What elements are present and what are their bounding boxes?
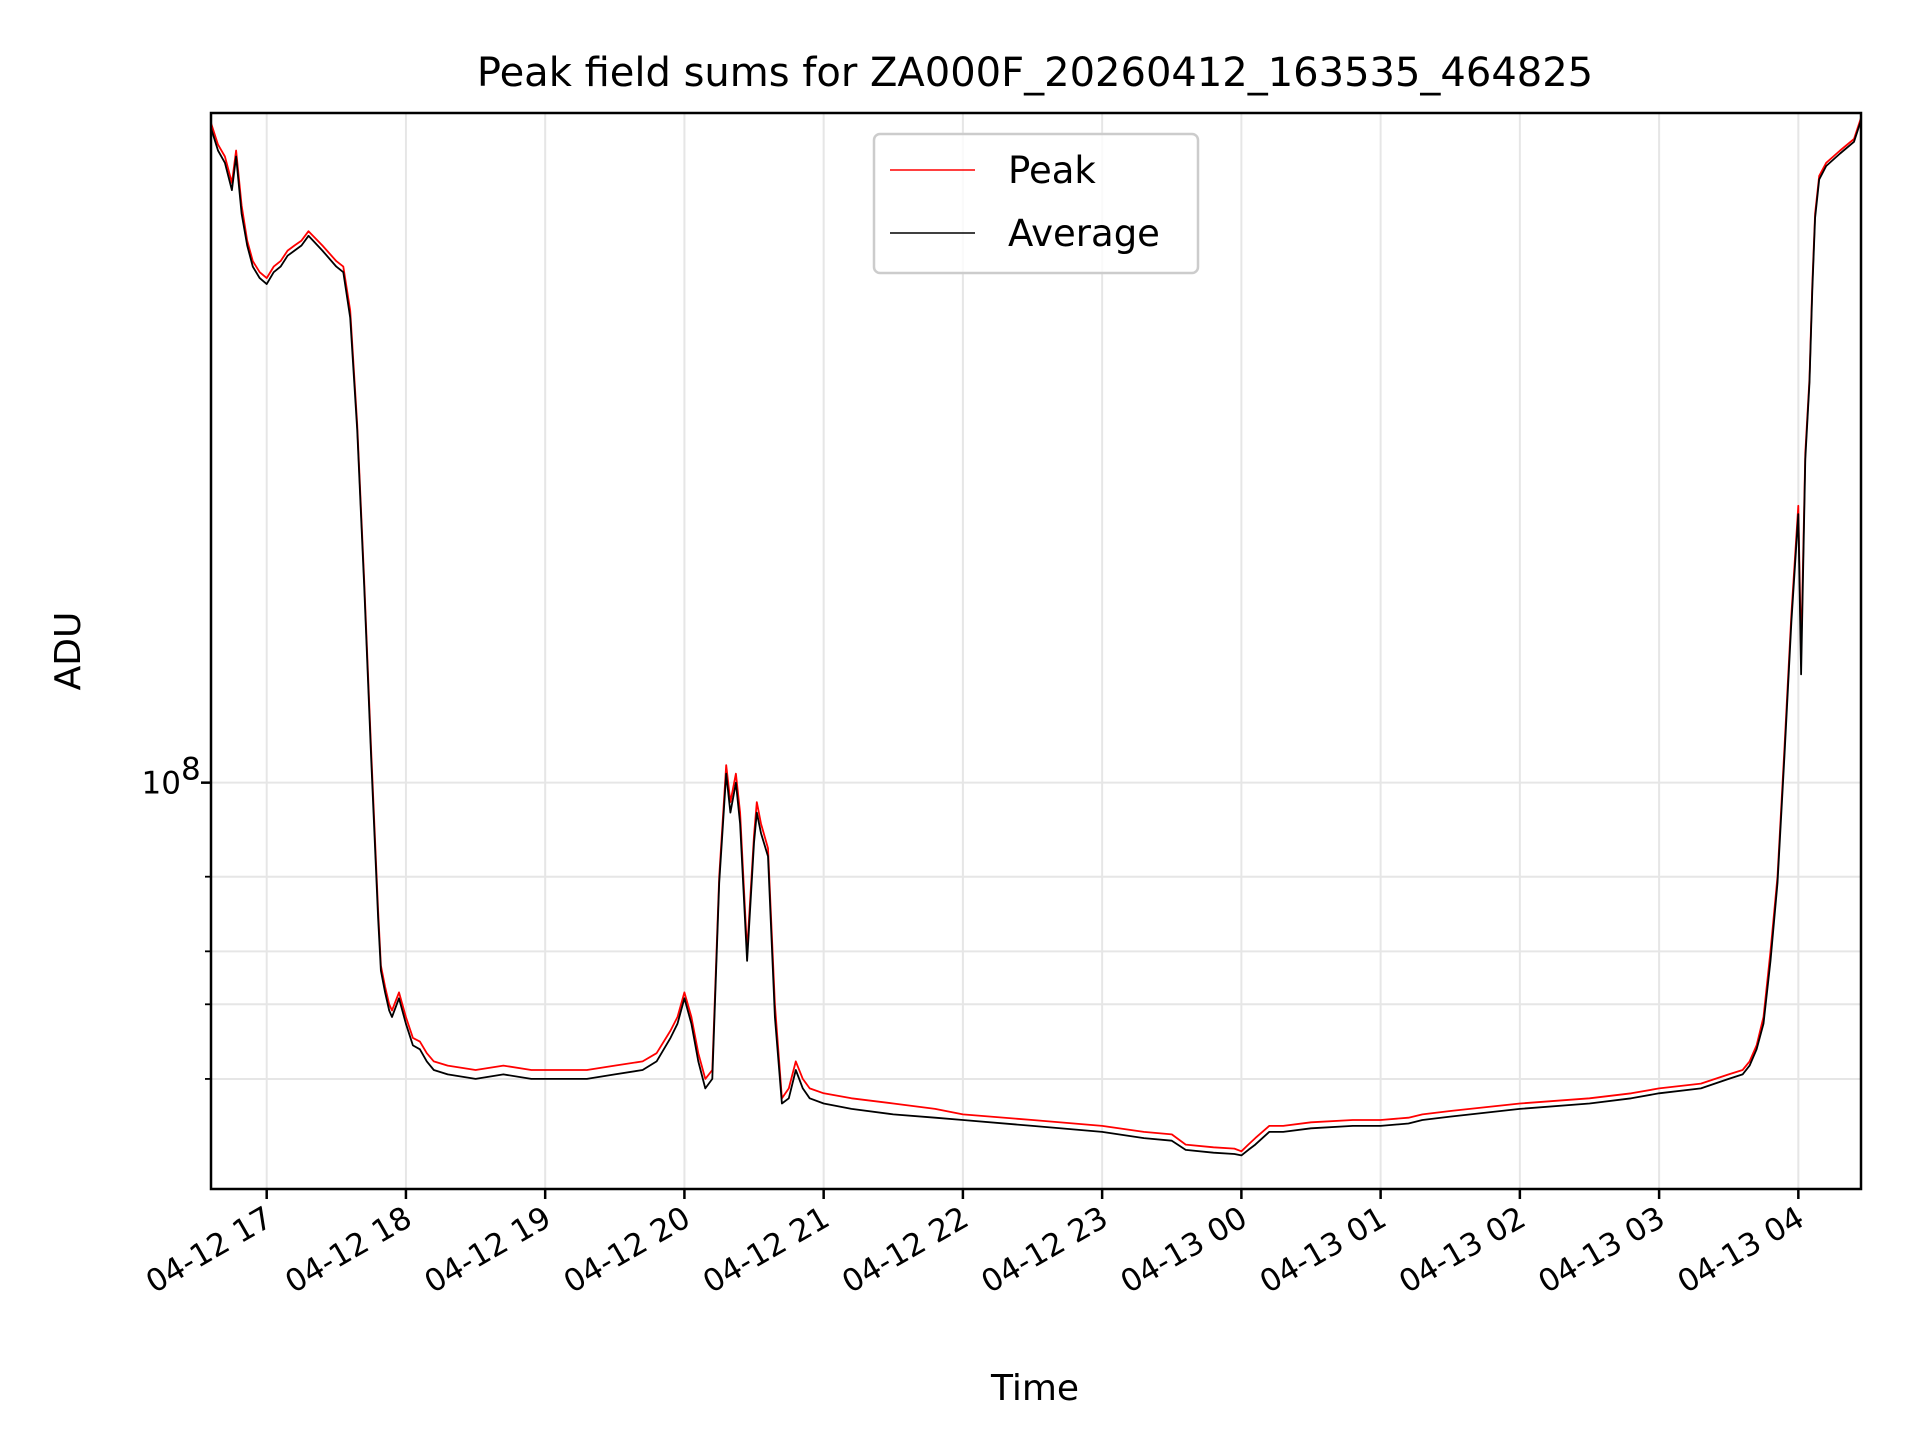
y-axis: 10 8: [142, 752, 211, 1080]
grid-layer: [211, 113, 1861, 1189]
y-axis-label: ADU: [48, 612, 89, 691]
plot-layer: [211, 117, 1861, 1157]
series-line-average: [211, 120, 1861, 1157]
x-axis-label: Time: [990, 1368, 1079, 1409]
legend-peak-label: Peak: [1008, 149, 1096, 192]
y-tick-label: 10: [142, 766, 181, 802]
chart-title: Peak field sums for ZA000F_20260412_1635…: [477, 50, 1593, 96]
legend-box: [872, 132, 1200, 275]
legend-average-label: Average: [1008, 212, 1160, 255]
plot-frame: [209, 111, 1863, 1191]
y-tick-exponent: 8: [181, 752, 201, 788]
legend: Peak Average: [872, 132, 1200, 275]
